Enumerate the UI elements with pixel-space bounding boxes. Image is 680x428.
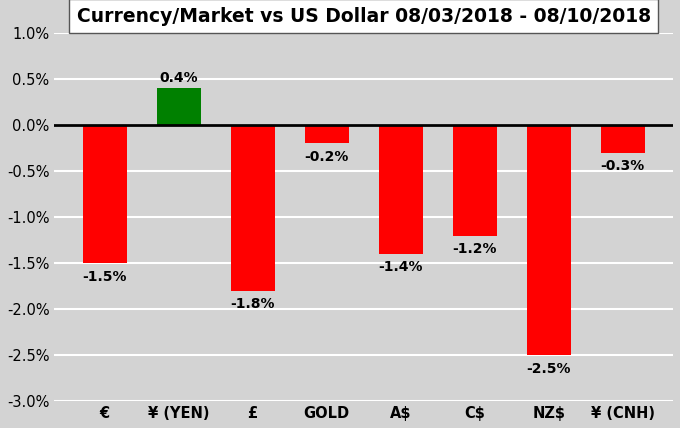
Bar — [453, 125, 497, 235]
Text: -1.4%: -1.4% — [379, 260, 423, 274]
Bar — [379, 125, 423, 254]
Bar — [156, 88, 201, 125]
Bar — [305, 125, 349, 143]
Text: 0.4%: 0.4% — [159, 71, 198, 85]
Bar — [231, 125, 275, 291]
Text: -1.5%: -1.5% — [82, 270, 127, 284]
Text: -1.8%: -1.8% — [231, 297, 275, 311]
Bar — [600, 125, 645, 153]
Text: -0.3%: -0.3% — [600, 159, 645, 173]
Text: -0.2%: -0.2% — [305, 150, 349, 164]
Text: -2.5%: -2.5% — [526, 362, 571, 376]
Bar — [82, 125, 127, 263]
Text: -1.2%: -1.2% — [452, 242, 497, 256]
Title: Currency/Market vs US Dollar 08/03/2018 - 08/10/2018: Currency/Market vs US Dollar 08/03/2018 … — [77, 7, 651, 26]
Bar — [526, 125, 571, 355]
